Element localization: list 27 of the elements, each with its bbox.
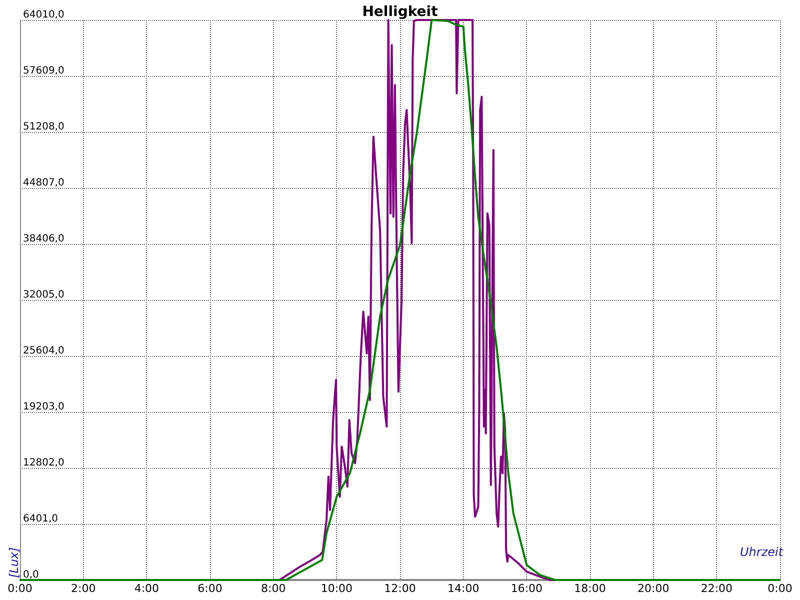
y-tick-label: 64010,0 — [23, 10, 64, 20]
y-tick-label: 32005,0 — [23, 290, 64, 300]
y-axis-title: [Lux] — [7, 546, 21, 578]
y-tick-label: 0,0 — [23, 570, 39, 580]
x-tick-label: 0:00 — [768, 582, 792, 595]
chart-title: Helligkeit — [362, 4, 438, 20]
y-tick-label: 19203,0 — [23, 402, 64, 412]
x-tick-label: 20:00 — [637, 582, 670, 595]
x-tick-label: 22:00 — [700, 582, 733, 595]
x-tick-label: 12:00 — [384, 582, 416, 595]
y-tick-label: 38406,0 — [23, 234, 64, 244]
x-tick-label: 2:00 — [70, 582, 96, 595]
x-tick-label: 10:00 — [320, 582, 353, 595]
y-tick-label: 25604,0 — [23, 346, 64, 356]
y-tick-label: 51208,0 — [23, 122, 64, 132]
x-tick-label: 6:00 — [198, 582, 222, 595]
y-tick-label: 44807,0 — [23, 178, 64, 188]
y-tick-label: 6401,0 — [23, 514, 58, 524]
x-tick-label: 8:00 — [260, 582, 286, 595]
y-tick-label: 12802,0 — [23, 458, 64, 468]
x-axis-title: Uhrzeit — [740, 545, 784, 559]
x-tick-label: 0:00 — [8, 582, 32, 595]
y-tick-label: 57609,0 — [23, 66, 64, 76]
x-tick-label: 18:00 — [574, 582, 606, 595]
x-tick-label: 14:00 — [447, 582, 480, 595]
x-tick-label: 16:00 — [510, 582, 543, 595]
x-tick-label: 4:00 — [134, 582, 160, 595]
